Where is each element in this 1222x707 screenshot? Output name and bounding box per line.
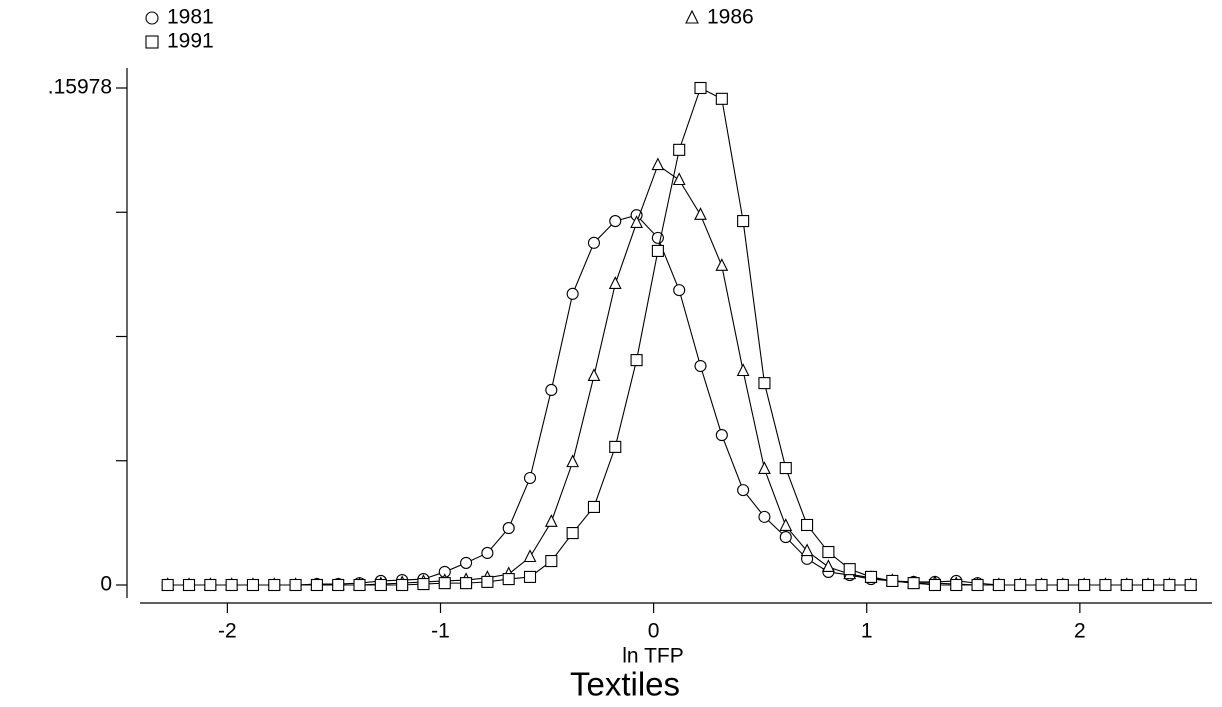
data-point xyxy=(566,287,579,300)
data-point xyxy=(800,543,814,557)
data-point xyxy=(907,577,920,590)
data-point xyxy=(630,215,643,228)
data-point xyxy=(545,554,558,568)
data-point xyxy=(737,484,750,497)
data-point xyxy=(289,578,302,592)
data-point xyxy=(481,575,494,588)
data-point xyxy=(1163,578,1176,592)
data-point xyxy=(609,215,622,228)
data-point xyxy=(694,81,707,95)
data-point xyxy=(204,578,217,592)
data-point xyxy=(715,92,728,105)
data-point xyxy=(587,236,600,249)
data-point xyxy=(715,258,729,271)
data-point xyxy=(630,354,643,367)
data-point xyxy=(672,172,686,186)
chart-title: Textiles xyxy=(570,666,680,703)
data-point xyxy=(268,578,281,592)
data-point xyxy=(481,546,494,560)
x-axis-label: ln TFP xyxy=(622,645,683,668)
data-point xyxy=(566,527,579,540)
data-point xyxy=(460,577,473,590)
data-point xyxy=(502,522,515,535)
data-point xyxy=(225,578,238,592)
data-point xyxy=(1099,578,1112,592)
data-point xyxy=(1014,578,1027,592)
data-point xyxy=(1142,578,1155,592)
data-point xyxy=(502,573,515,586)
data-point xyxy=(396,578,409,592)
x-tick-label: -2 xyxy=(218,620,237,643)
data-point xyxy=(523,549,537,563)
data-point xyxy=(950,578,963,592)
x-tick-label: 1 xyxy=(861,620,873,643)
series-line xyxy=(167,214,1191,586)
data-point xyxy=(651,244,664,257)
legend-marker xyxy=(145,11,159,25)
data-point xyxy=(886,574,899,588)
data-point xyxy=(544,514,558,527)
data-point xyxy=(992,578,1005,592)
legend-label: 1981 xyxy=(167,6,214,29)
legend-marker xyxy=(685,9,699,24)
data-point xyxy=(715,429,728,442)
data-point xyxy=(758,461,771,475)
data-point xyxy=(332,578,345,592)
data-point xyxy=(1056,578,1069,592)
data-point xyxy=(1184,578,1197,592)
data-point xyxy=(609,440,622,453)
data-point xyxy=(651,231,664,244)
data-point xyxy=(758,510,771,523)
data-point xyxy=(523,471,537,485)
data-point xyxy=(737,215,750,228)
data-point xyxy=(758,377,771,390)
data-point xyxy=(374,578,387,592)
data-point xyxy=(545,383,558,397)
data-point xyxy=(928,578,941,592)
data-point xyxy=(353,578,366,592)
legend-marker xyxy=(145,35,159,49)
data-point xyxy=(523,570,537,583)
data-point xyxy=(843,563,856,576)
data-point xyxy=(673,284,686,297)
x-tick-label: 0 xyxy=(648,620,660,643)
data-point xyxy=(587,500,600,513)
x-tick-label: -1 xyxy=(431,620,450,643)
data-point xyxy=(1035,578,1048,592)
data-point xyxy=(1078,578,1091,592)
series-line xyxy=(167,87,1191,586)
data-point xyxy=(608,276,622,289)
data-point xyxy=(460,556,473,569)
legend-label: 1991 xyxy=(167,30,214,53)
data-point xyxy=(801,518,814,532)
data-point xyxy=(566,454,580,468)
data-point xyxy=(438,577,451,590)
data-point xyxy=(694,359,707,373)
legend-label: 1986 xyxy=(707,6,754,29)
data-point xyxy=(161,578,174,592)
y-tick-label: 0 xyxy=(100,573,112,596)
data-point xyxy=(779,461,792,475)
data-point xyxy=(246,578,260,592)
data-point xyxy=(736,363,750,377)
data-point xyxy=(971,578,984,592)
x-tick-label: 2 xyxy=(1074,620,1086,643)
series-line xyxy=(167,164,1191,586)
data-point xyxy=(779,518,793,531)
data-point xyxy=(822,545,835,559)
data-point xyxy=(864,570,878,583)
data-point xyxy=(694,207,707,220)
data-point xyxy=(651,157,665,171)
data-point xyxy=(417,578,430,591)
y-tick-label: .15978 xyxy=(48,76,112,99)
data-point xyxy=(310,578,323,592)
data-point xyxy=(821,559,835,573)
data-point xyxy=(673,143,686,156)
data-point xyxy=(587,368,601,382)
data-point xyxy=(779,531,792,544)
data-point xyxy=(182,578,196,592)
data-point xyxy=(1120,578,1133,592)
